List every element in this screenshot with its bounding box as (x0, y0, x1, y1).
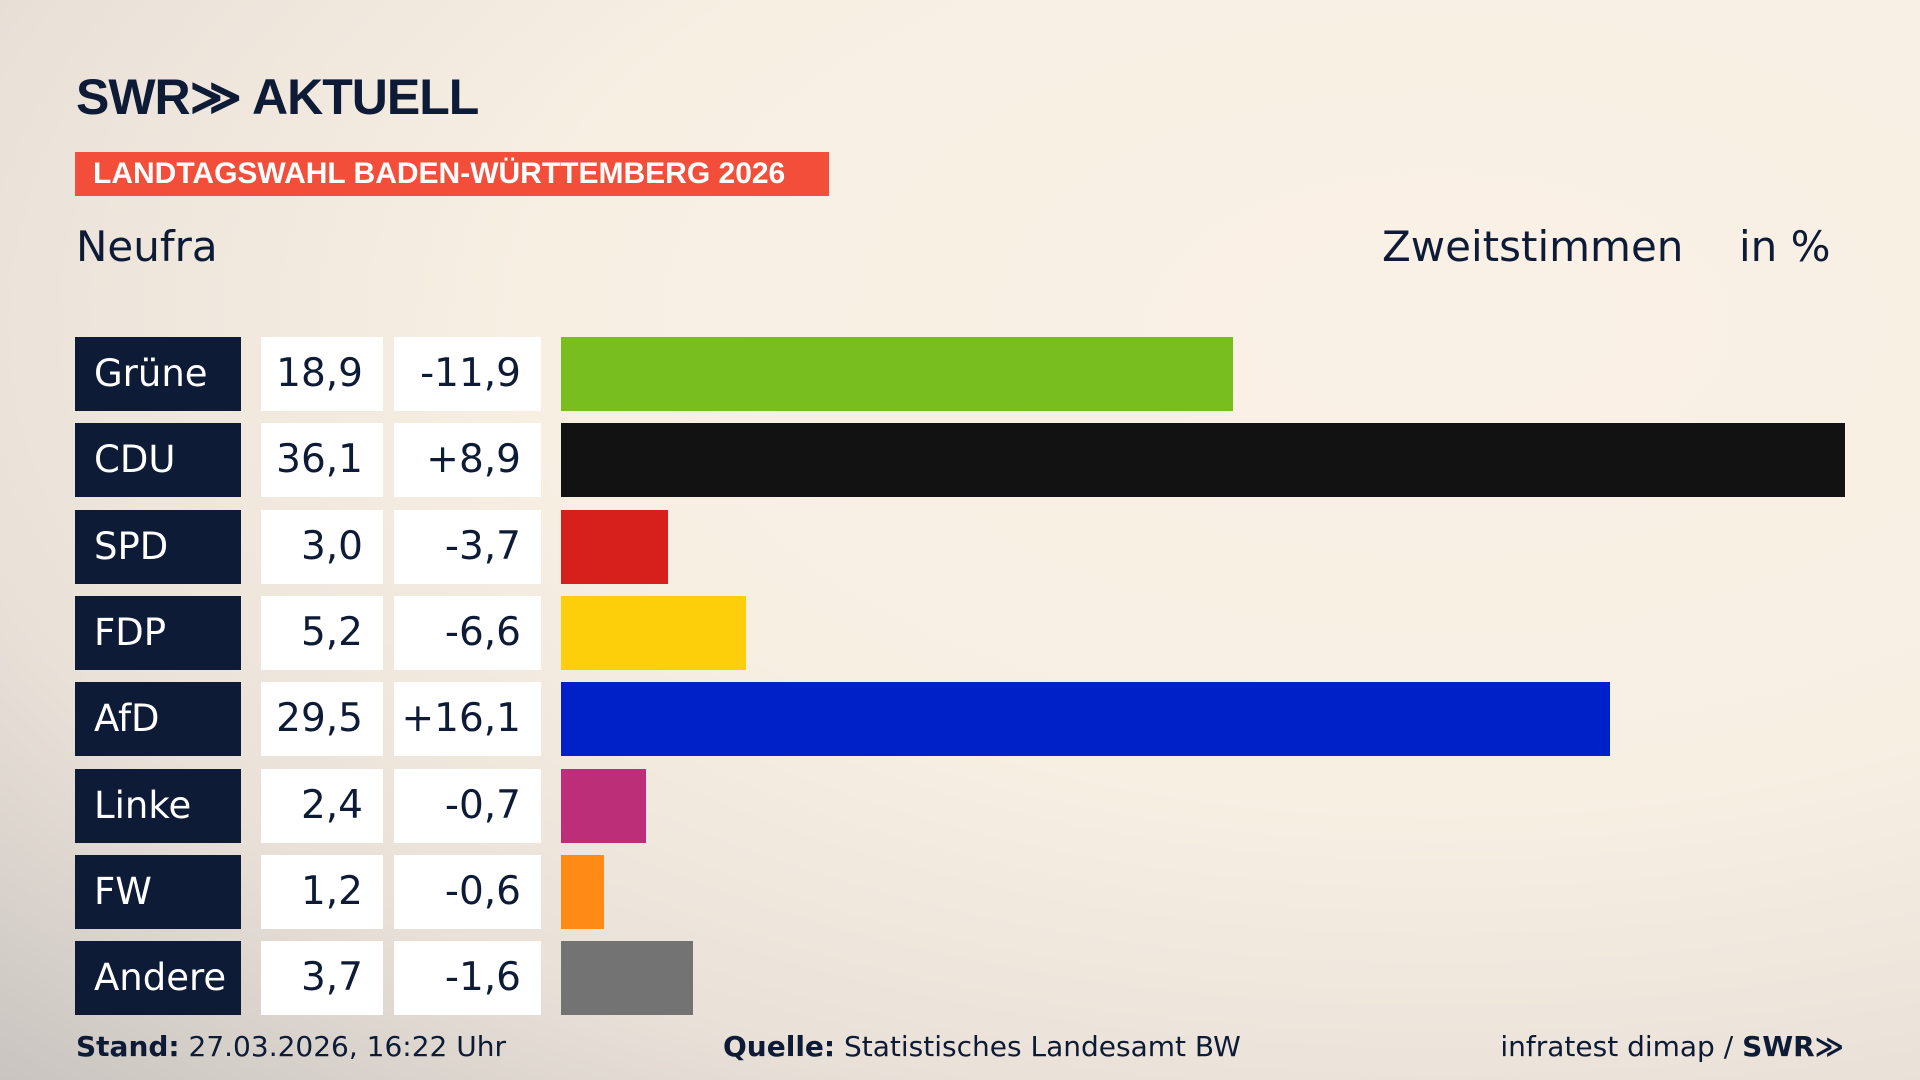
bar-fdp (561, 595, 746, 670)
diff-label: -11,9 (394, 337, 541, 411)
diff-label: -0,7 (394, 768, 541, 843)
party-label: CDU (75, 423, 241, 498)
measure-label: Zweitstimmen (1382, 222, 1684, 271)
value-label: 3,0 (261, 509, 383, 584)
bar-afd (561, 682, 1611, 757)
timestamp: Stand: 27.03.2026, 16:22 Uhr (76, 1030, 506, 1063)
bar-andere (561, 941, 693, 1016)
value-label: 29,5 (261, 682, 383, 757)
source: Quelle: Statistisches Landesamt BW (723, 1030, 1241, 1063)
party-label: AfD (75, 682, 241, 757)
credit: infratest dimap / SWR≫ (1500, 1030, 1844, 1063)
source-value: Statistisches Landesamt BW (844, 1030, 1241, 1063)
party-label: Linke (75, 768, 241, 843)
party-label: Grüne (75, 337, 241, 411)
diff-label: -6,6 (394, 595, 541, 670)
swr-logo: SWR≫ (1742, 1030, 1844, 1063)
party-label: Andere (75, 941, 241, 1016)
value-label: 5,2 (261, 595, 383, 670)
party-label: SPD (75, 509, 241, 584)
diff-label: -0,6 (394, 854, 541, 929)
bar-spd (561, 509, 668, 584)
credit-text: infratest dimap / (1500, 1030, 1743, 1063)
party-label: FDP (75, 595, 241, 670)
value-label: 18,9 (261, 337, 383, 411)
value-label: 2,4 (261, 768, 383, 843)
bar-cdu (561, 423, 1845, 498)
party-label: FW (75, 854, 241, 929)
unit-label: in % (1739, 222, 1831, 271)
value-label: 3,7 (261, 941, 383, 1016)
source-label: Quelle: (723, 1030, 836, 1063)
diff-label: +8,9 (394, 423, 541, 498)
diff-label: -3,7 (394, 509, 541, 584)
stand-value: 27.03.2026, 16:22 Uhr (188, 1030, 506, 1063)
election-banner: LANDTAGSWAHL BADEN-WÜRTTEMBERG 2026 (75, 152, 829, 196)
bar-fw (561, 854, 604, 929)
bar-grüne (561, 337, 1234, 411)
bar-linke (561, 768, 647, 843)
place-name: Neufra (76, 222, 218, 271)
value-label: 36,1 (261, 423, 383, 498)
diff-label: -1,6 (394, 941, 541, 1016)
value-label: 1,2 (261, 854, 383, 929)
swr-aktuell-logo: SWR≫ AKTUELL (76, 69, 479, 125)
diff-label: +16,1 (394, 682, 541, 757)
stand-label: Stand: (76, 1030, 180, 1063)
